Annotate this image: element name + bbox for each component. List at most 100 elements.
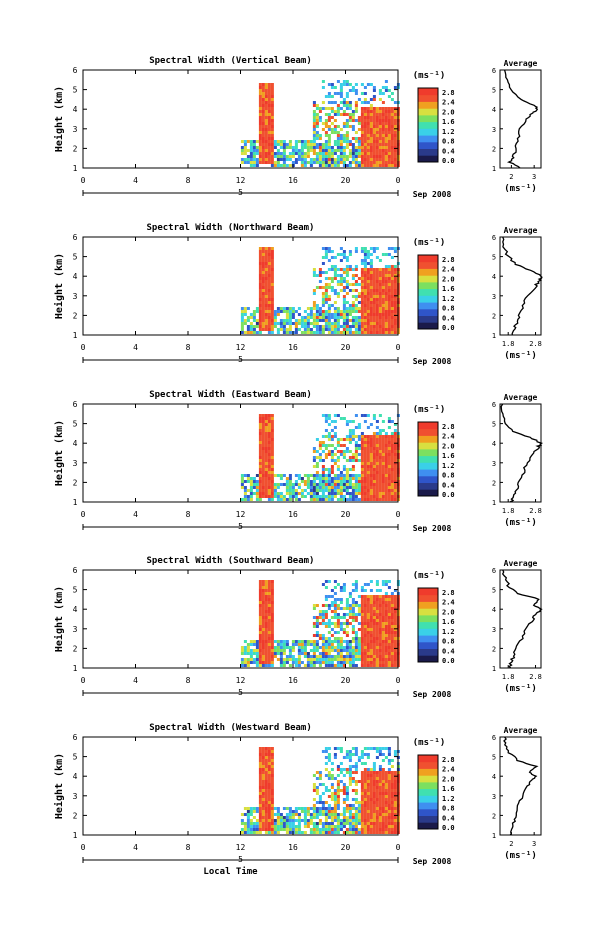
heatmap-cell — [342, 813, 346, 816]
heatmap-cell — [372, 247, 376, 250]
heatmap-cell — [384, 468, 388, 471]
heatmap-cell — [390, 247, 394, 250]
heatmap-cell — [363, 822, 367, 825]
heatmap-cell — [390, 149, 394, 152]
heatmap-cell — [324, 474, 328, 477]
heatmap-cell — [372, 456, 376, 459]
heatmap-cell — [366, 274, 370, 277]
heatmap-cell — [360, 465, 364, 468]
y-tick-label: 3 — [73, 625, 78, 634]
heatmap-cell — [339, 331, 343, 334]
heatmap-cell — [390, 492, 394, 495]
heatmap-cell — [270, 813, 274, 816]
heatmap-cell — [354, 474, 358, 477]
heatmap-cell — [384, 450, 388, 453]
heatmap-cell — [306, 819, 310, 822]
heatmap-cell — [363, 492, 367, 495]
heatmap-cell — [354, 435, 358, 438]
heatmap-cell — [321, 828, 325, 831]
heatmap-cell — [372, 486, 376, 489]
heatmap-cell — [327, 777, 331, 780]
heatmap-cell — [339, 438, 343, 441]
colorbar-tick-label: 2.4 — [442, 433, 455, 441]
heatmap-cell — [297, 664, 301, 667]
heatmap-cell — [306, 483, 310, 486]
heatmap-cell — [264, 441, 268, 444]
heatmap-cell — [342, 489, 346, 492]
heatmap-cell — [375, 664, 379, 667]
heatmap-cell — [270, 292, 274, 295]
heatmap-cell — [279, 492, 283, 495]
heatmap-cell — [249, 825, 253, 828]
heatmap-cell — [252, 658, 256, 661]
heatmap-cell — [264, 450, 268, 453]
heatmap-cell — [258, 92, 262, 95]
heatmap-cell — [366, 134, 370, 137]
heatmap-cell — [261, 98, 265, 101]
heatmap-cell — [264, 89, 268, 92]
heatmap-cell — [354, 161, 358, 164]
heatmap-cell — [258, 595, 262, 598]
heatmap-cell — [261, 652, 265, 655]
heatmap-cell — [378, 325, 382, 328]
heatmap-cell — [354, 646, 358, 649]
heatmap-cell — [255, 319, 259, 322]
heatmap-cell — [270, 95, 274, 98]
heatmap-cell — [330, 825, 334, 828]
heatmap-cell — [384, 598, 388, 601]
heatmap-cell — [312, 125, 316, 128]
heatmap-cell — [321, 489, 325, 492]
heatmap-cell — [327, 319, 331, 322]
heatmap-cell — [321, 128, 325, 131]
heatmap-cell — [261, 592, 265, 595]
heatmap-cell — [372, 822, 376, 825]
heatmap-cell — [321, 316, 325, 319]
heatmap-cell — [267, 661, 271, 664]
heatmap-cell — [360, 450, 364, 453]
heatmap-cell — [342, 622, 346, 625]
heatmap-cell — [372, 777, 376, 780]
heatmap-cell — [318, 831, 322, 834]
heatmap-cell — [357, 155, 361, 158]
heatmap-cell — [240, 328, 244, 331]
heatmap-cell — [381, 152, 385, 155]
heatmap-cell — [267, 429, 271, 432]
heatmap-cell — [270, 146, 274, 149]
heatmap-cell — [390, 435, 394, 438]
heatmap-cell — [372, 607, 376, 610]
heatmap-cell — [351, 483, 355, 486]
heatmap-cell — [357, 780, 361, 783]
heatmap-cell — [255, 810, 259, 813]
colorbar-segment — [418, 295, 438, 303]
colorbar-segment — [418, 302, 438, 310]
heatmap-cell — [390, 441, 394, 444]
heatmap-cell — [261, 649, 265, 652]
heatmap-cell — [366, 143, 370, 146]
heatmap-cell — [351, 268, 355, 271]
heatmap-cell — [321, 637, 325, 640]
heatmap-cell — [390, 471, 394, 474]
heatmap-cell — [264, 759, 268, 762]
heatmap-cell — [261, 444, 265, 447]
heatmap-cell — [330, 595, 334, 598]
heatmap-cell — [255, 495, 259, 498]
heatmap-cell — [309, 480, 313, 483]
colorbar-tick-label: 0.4 — [442, 814, 455, 822]
heatmap-cell — [270, 786, 274, 789]
heatmap-cell — [267, 262, 271, 265]
heatmap-cell — [366, 304, 370, 307]
heatmap-cell — [297, 649, 301, 652]
heatmap-cell — [378, 435, 382, 438]
heatmap-cell — [393, 435, 397, 438]
heatmap-cell — [348, 253, 352, 256]
heatmap-cell — [306, 640, 310, 643]
heatmap-cell — [240, 161, 244, 164]
heatmap-cell — [333, 474, 337, 477]
heatmap-cell — [321, 295, 325, 298]
heatmap-cell — [372, 786, 376, 789]
heatmap-cell — [390, 256, 394, 259]
heatmap-cell — [372, 286, 376, 289]
heatmap-cell — [243, 495, 247, 498]
heatmap-cell — [360, 262, 364, 265]
heatmap-cell — [378, 304, 382, 307]
